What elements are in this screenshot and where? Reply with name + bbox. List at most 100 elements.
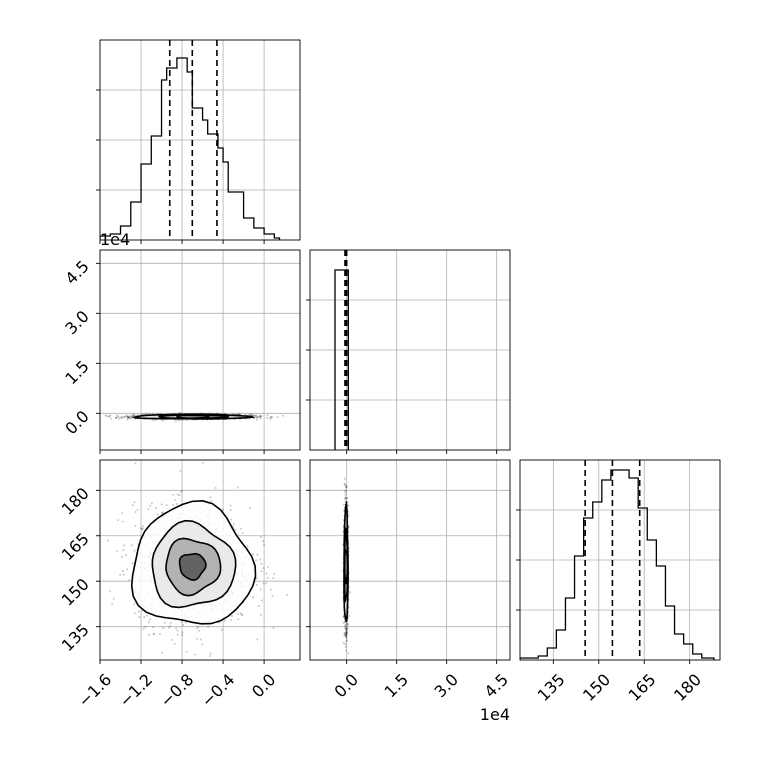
scatter-point (132, 414, 135, 417)
scatter-point (131, 415, 134, 418)
scatter-point (154, 506, 157, 509)
contour-level (343, 548, 349, 585)
scatter-point (185, 650, 188, 653)
scatter-point (343, 632, 346, 635)
scatter-point (344, 484, 347, 487)
scatter-point (131, 413, 134, 416)
scatter-point (272, 627, 275, 630)
scatter-point (344, 625, 347, 628)
scatter-point (162, 511, 165, 514)
scatter-point (346, 627, 349, 630)
scatter-point (169, 621, 172, 624)
scatter-point (263, 544, 266, 547)
scatter-point (286, 593, 289, 596)
scatter-point (345, 489, 348, 492)
scatter-point (127, 417, 130, 420)
scatter-point (265, 582, 268, 585)
plot-area (91, 411, 284, 423)
panel-hist-p2: 135 150 165 180 (516, 459, 721, 705)
scatter-point (149, 504, 152, 507)
scatter-point (236, 486, 239, 489)
scatter-point (346, 625, 349, 628)
scatter-point (134, 462, 137, 465)
scatter-point (270, 416, 273, 419)
scatter-point (172, 504, 175, 507)
scatter-point (165, 504, 168, 507)
scatter-point (255, 414, 258, 417)
scatter-point (104, 414, 107, 417)
scatter-point (167, 626, 170, 629)
scatter-point (253, 414, 256, 417)
scatter-point (260, 613, 263, 616)
scatter-point (255, 559, 258, 562)
scatter-point (131, 562, 134, 565)
scatter-point (239, 527, 242, 530)
scatter-point (127, 416, 130, 419)
scatter-point (347, 515, 350, 518)
scatter-point (253, 416, 256, 419)
scatter-point (344, 489, 347, 492)
scatter-point (344, 623, 347, 626)
scatter-point (153, 632, 156, 635)
scatter-point (265, 572, 268, 575)
scatter-point (266, 577, 269, 580)
scatter-point (255, 577, 258, 580)
scatter-point (262, 582, 265, 585)
scatter-point (345, 640, 348, 643)
scatter-point (154, 419, 157, 422)
x-tick-label: −1.2 (115, 670, 156, 711)
scatter-point (122, 415, 125, 418)
panel-hist-p1 (306, 249, 511, 454)
scatter-point (259, 535, 262, 538)
histogram-step (100, 57, 281, 240)
scatter-point (115, 416, 118, 419)
scatter-point (345, 631, 348, 634)
scatter-point (214, 486, 217, 489)
scatter-point (140, 528, 143, 531)
scatter-point (230, 615, 233, 618)
scatter-point (256, 553, 259, 556)
scatter-point (261, 599, 264, 602)
scatter-point (345, 632, 348, 635)
axes-frame (309, 459, 511, 661)
scatter-point (266, 566, 269, 569)
scatter-point (344, 493, 347, 496)
scatter-point (229, 509, 232, 512)
scatter-point (201, 461, 204, 464)
scatter-point (345, 634, 348, 637)
scatter-point (344, 496, 347, 499)
scatter-point (133, 612, 136, 615)
scatter-point (124, 554, 127, 557)
scatter-point (129, 416, 132, 419)
scatter-point (269, 417, 272, 420)
scatter-point (272, 577, 275, 580)
scatter-point (347, 652, 350, 655)
scatter-point (345, 631, 348, 634)
scatter-point (128, 416, 131, 419)
scatter-point (345, 486, 348, 489)
y-tick-label: 180 (58, 484, 93, 519)
scatter-point (156, 513, 159, 516)
scatter-point (174, 420, 177, 423)
scatter-point (344, 633, 347, 636)
scatter-point (133, 603, 136, 606)
scatter-point (343, 477, 346, 480)
scatter-point (255, 416, 258, 419)
scatter-point (143, 616, 146, 619)
scatter-point (344, 645, 347, 648)
scatter-point (201, 643, 204, 646)
scatter-point (123, 415, 126, 418)
scatter-point (345, 637, 348, 640)
scatter-point (178, 494, 181, 497)
scatter-point (260, 570, 263, 573)
scatter-point (346, 623, 349, 626)
scatter-point (342, 642, 345, 645)
scatter-point (91, 414, 93, 416)
gridlines (520, 460, 720, 660)
scatter-point (126, 415, 129, 418)
scatter-point (222, 508, 225, 511)
scatter-point (142, 627, 145, 630)
x-tick-label: −1.6 (74, 670, 115, 711)
x-tick-label: 180 (670, 670, 705, 705)
histogram-step (520, 469, 715, 660)
